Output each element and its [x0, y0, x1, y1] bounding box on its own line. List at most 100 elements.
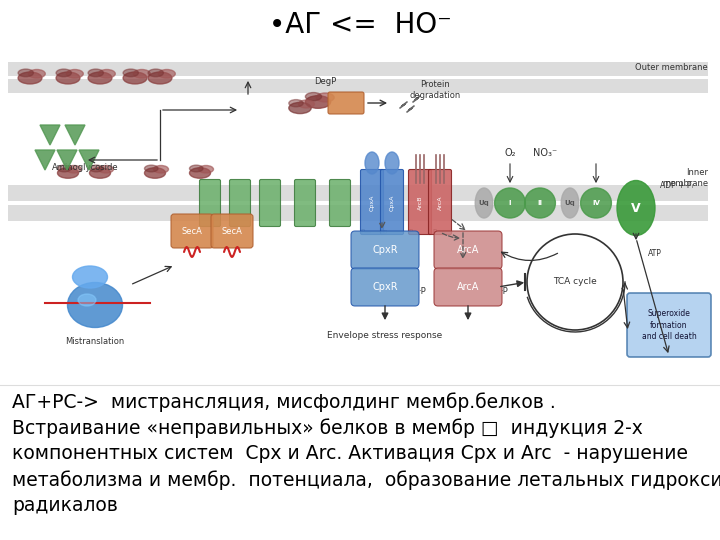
Text: АГ+РС->  мистрансляция, мисфолдинг мембр.белков .: АГ+РС-> мистрансляция, мисфолдинг мембр.… [12, 392, 556, 411]
Ellipse shape [289, 103, 311, 113]
FancyBboxPatch shape [8, 185, 708, 201]
Text: DegP: DegP [314, 78, 336, 86]
Polygon shape [57, 150, 77, 170]
Ellipse shape [298, 100, 315, 108]
Ellipse shape [133, 70, 150, 78]
Ellipse shape [525, 188, 555, 218]
FancyBboxPatch shape [380, 170, 403, 234]
Ellipse shape [56, 69, 71, 77]
Ellipse shape [189, 168, 210, 178]
Ellipse shape [316, 93, 334, 102]
FancyBboxPatch shape [408, 170, 431, 234]
Ellipse shape [68, 282, 122, 327]
Ellipse shape [89, 168, 110, 178]
Text: Mistranslation: Mistranslation [66, 338, 125, 347]
Text: ArcA: ArcA [456, 245, 480, 255]
Text: ArcA: ArcA [456, 282, 480, 292]
Ellipse shape [148, 69, 163, 77]
Text: P: P [408, 229, 412, 235]
Text: ·P: ·P [500, 287, 508, 296]
FancyBboxPatch shape [328, 92, 364, 114]
Ellipse shape [123, 69, 138, 77]
Text: Inner
membrane: Inner membrane [662, 168, 708, 188]
Ellipse shape [189, 165, 203, 172]
Text: TCA cycle: TCA cycle [553, 278, 597, 287]
Ellipse shape [56, 72, 80, 84]
Text: II: II [538, 200, 542, 206]
Text: ATP: ATP [648, 248, 662, 258]
Text: CpxA: CpxA [369, 195, 374, 211]
Ellipse shape [158, 70, 175, 78]
FancyBboxPatch shape [428, 170, 451, 234]
Text: компонентных систем  Cpx и Arc. Активация Cpx и Arc  - нарушение: компонентных систем Cpx и Arc. Активация… [12, 444, 688, 463]
Text: I: I [509, 200, 511, 206]
Text: ArcA: ArcA [438, 195, 443, 210]
Text: V: V [631, 201, 641, 214]
Polygon shape [35, 150, 55, 170]
Ellipse shape [66, 165, 81, 173]
Text: P—: P— [360, 229, 371, 235]
Text: метаболизма и мембр.  потенциала,  образование летальных гидрокси: метаболизма и мембр. потенциала, образов… [12, 470, 720, 490]
Ellipse shape [495, 188, 526, 218]
Ellipse shape [58, 168, 78, 178]
Polygon shape [79, 150, 99, 170]
Ellipse shape [145, 165, 158, 172]
FancyBboxPatch shape [330, 179, 351, 226]
Text: Outer membrane: Outer membrane [635, 64, 708, 72]
Polygon shape [65, 125, 85, 145]
Text: Uq: Uq [564, 200, 575, 206]
Text: Встраивание «неправильных» белков в мембр □  индукция 2-х: Встраивание «неправильных» белков в мемб… [12, 418, 643, 438]
Polygon shape [40, 125, 60, 145]
Ellipse shape [153, 165, 168, 173]
Ellipse shape [305, 96, 330, 109]
Text: IV: IV [592, 200, 600, 206]
Ellipse shape [617, 180, 655, 235]
FancyBboxPatch shape [627, 293, 711, 357]
Text: ArcB: ArcB [418, 195, 423, 210]
Ellipse shape [305, 92, 322, 100]
Ellipse shape [28, 70, 45, 78]
Ellipse shape [385, 152, 399, 174]
FancyBboxPatch shape [351, 268, 419, 306]
FancyBboxPatch shape [351, 231, 419, 269]
Ellipse shape [89, 165, 103, 172]
FancyBboxPatch shape [199, 179, 220, 226]
Text: SecA: SecA [181, 226, 202, 235]
Text: p: p [382, 229, 387, 235]
Ellipse shape [18, 72, 42, 84]
Text: CpxA: CpxA [390, 195, 395, 211]
Text: Uq: Uq [479, 200, 490, 206]
Ellipse shape [365, 152, 379, 174]
FancyBboxPatch shape [434, 231, 502, 269]
Text: O₂: O₂ [504, 148, 516, 158]
Text: •АГ <=  НО⁻: •АГ <= НО⁻ [269, 11, 451, 39]
FancyBboxPatch shape [361, 170, 384, 234]
FancyBboxPatch shape [294, 179, 315, 226]
FancyBboxPatch shape [8, 62, 708, 76]
Ellipse shape [145, 168, 166, 178]
Ellipse shape [580, 188, 611, 218]
Ellipse shape [123, 72, 147, 84]
Ellipse shape [73, 266, 107, 288]
Text: радикалов: радикалов [12, 496, 118, 515]
Text: Superoxide
formation
and cell death: Superoxide formation and cell death [642, 309, 696, 341]
Text: Aminoglycoside: Aminoglycoside [52, 164, 118, 172]
Text: Envelope stress response: Envelope stress response [328, 330, 443, 340]
FancyBboxPatch shape [171, 214, 213, 248]
Text: ADP + Pᵢ: ADP + Pᵢ [660, 180, 693, 190]
FancyBboxPatch shape [8, 79, 708, 93]
Ellipse shape [99, 70, 115, 78]
Text: SecA: SecA [222, 226, 243, 235]
Ellipse shape [18, 69, 33, 77]
Ellipse shape [148, 72, 172, 84]
FancyBboxPatch shape [211, 214, 253, 248]
Ellipse shape [88, 72, 112, 84]
Text: NO₃⁻: NO₃⁻ [533, 148, 557, 158]
Text: ·P: ·P [418, 287, 426, 296]
Ellipse shape [58, 165, 71, 172]
Ellipse shape [199, 165, 214, 173]
Ellipse shape [88, 69, 104, 77]
FancyBboxPatch shape [8, 205, 708, 221]
Ellipse shape [99, 165, 114, 173]
Text: P: P [432, 229, 436, 235]
